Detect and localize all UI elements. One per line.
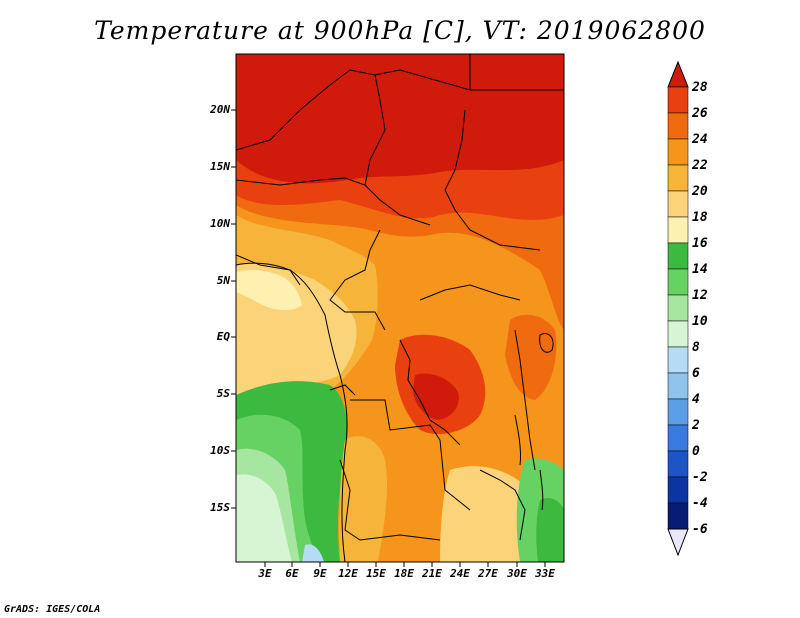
colorbar-label: 26 xyxy=(692,106,708,121)
colorbar-label: 20 xyxy=(692,184,708,199)
lat-label: 5N xyxy=(216,274,230,287)
temperature-field xyxy=(236,54,564,562)
colorbar-label: 22 xyxy=(692,158,708,173)
colorbar-label: -6 xyxy=(692,522,708,537)
lon-label: 27E xyxy=(478,567,498,580)
lon-ticks xyxy=(264,562,546,567)
lon-label: 6E xyxy=(285,567,299,580)
colorbar-label: 4 xyxy=(692,392,700,407)
field-20-south xyxy=(339,436,388,562)
lat-label: 5S xyxy=(216,387,230,400)
lat-label: 10N xyxy=(210,217,230,230)
lon-label: 33E xyxy=(535,567,555,580)
lon-label: 21E xyxy=(422,567,442,580)
colorbar-label: -4 xyxy=(692,496,708,511)
lake-tanganyika xyxy=(514,414,521,466)
lake-victoria xyxy=(539,333,554,353)
colorbar xyxy=(667,60,689,557)
map-title: Temperature at 900hPa [C], VT: 201906280… xyxy=(94,16,706,45)
colorbar-label: 28 xyxy=(692,80,708,95)
field-24-east xyxy=(505,314,557,400)
field-16-west xyxy=(236,270,302,311)
colorbar-label: 8 xyxy=(692,340,700,355)
colorbar-label: 16 xyxy=(692,236,708,251)
lat-label: 20N xyxy=(210,103,230,116)
colorbar-label: 6 xyxy=(692,366,700,381)
lat-label: 15S xyxy=(210,501,230,514)
country-borders xyxy=(236,54,564,541)
colorbar-label: 2 xyxy=(692,418,700,433)
lat-label: 15N xyxy=(210,160,230,173)
lon-label: 30E xyxy=(507,567,527,580)
field-18-southeast xyxy=(440,466,538,562)
lon-label: 3E xyxy=(258,567,272,580)
lat-ticks xyxy=(231,109,236,509)
colorbar-label: 0 xyxy=(692,444,700,459)
colorbar-label: 10 xyxy=(692,314,708,329)
lat-label: EQ xyxy=(216,330,230,343)
lon-label: 18E xyxy=(394,567,414,580)
lon-label: 12E xyxy=(338,567,358,580)
field-14-east xyxy=(536,498,564,562)
colorbar-label: -2 xyxy=(692,470,708,485)
credit-label: GrADS: IGES/COLA xyxy=(4,604,101,615)
lat-label: 10S xyxy=(210,444,230,457)
lon-label: 24E xyxy=(450,567,470,580)
lon-label: 9E xyxy=(313,567,327,580)
colorbar-label: 18 xyxy=(692,210,708,225)
colorbar-label: 12 xyxy=(692,288,708,303)
field-6 xyxy=(302,544,324,562)
lake-malawi xyxy=(539,469,544,511)
colorbar-bottom-arrow xyxy=(667,528,689,557)
coastline xyxy=(236,262,348,562)
lon-label: 15E xyxy=(366,567,386,580)
colorbar-top-arrow xyxy=(667,60,689,88)
colorbar-label: 14 xyxy=(692,262,708,277)
map-frame xyxy=(235,53,565,563)
colorbar-label: 24 xyxy=(692,132,708,147)
field-8 xyxy=(236,474,292,562)
